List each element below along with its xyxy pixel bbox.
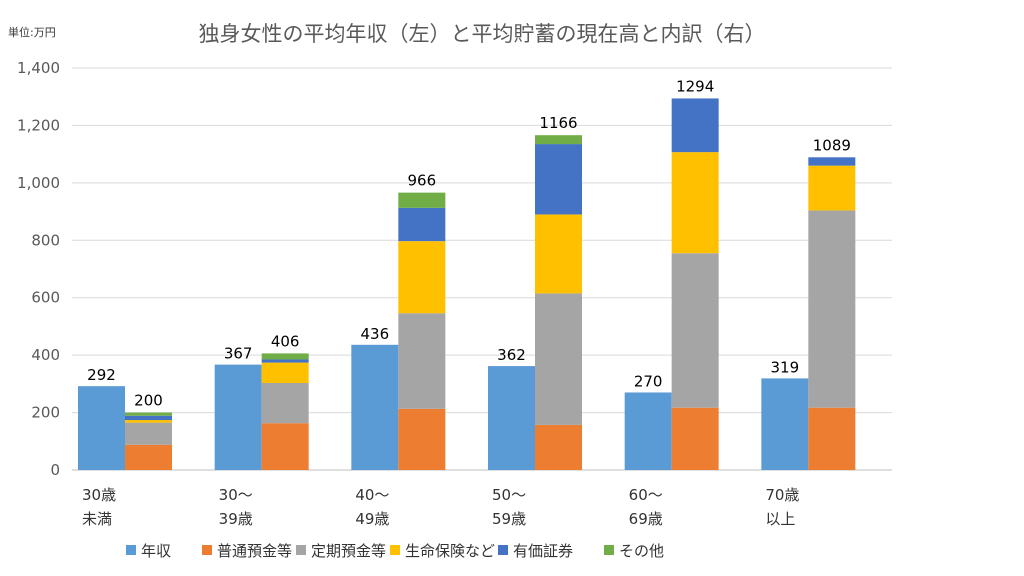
savings-segment <box>398 207 446 242</box>
x-tick-label: 未満 <box>82 510 112 528</box>
legend-swatch <box>296 545 306 555</box>
y-axis-ticks: 0 200 400 600 800 1,000 1,200 1,400 <box>17 59 60 479</box>
savings-segment <box>261 423 309 470</box>
savings-segment <box>808 210 856 408</box>
savings-segment <box>261 382 309 424</box>
x-tick-label: 69歳 <box>629 510 663 528</box>
savings-total-label: 1089 <box>813 136 851 154</box>
legend-swatch <box>126 545 136 555</box>
savings-total-label: 406 <box>271 332 300 350</box>
x-tick-label: 60～ <box>629 486 663 504</box>
unit-label: 単位:万円 <box>8 25 56 39</box>
income-bar <box>78 386 125 470</box>
savings-segment <box>535 144 582 215</box>
income-bar <box>761 378 809 470</box>
y-tick-label: 800 <box>31 231 60 249</box>
savings-total-label: 1166 <box>539 114 577 132</box>
y-tick-label: 1,200 <box>17 116 60 134</box>
x-tick-label: 59歳 <box>492 510 526 528</box>
legend-label: 定期預金等 <box>311 542 386 560</box>
income-bar <box>214 364 262 470</box>
y-tick-label: 1,400 <box>17 59 60 77</box>
income-bar <box>624 392 672 470</box>
chart-title: 独身女性の平均年収（左）と平均貯蓄の現在高と内訳（右） <box>199 22 766 46</box>
y-tick-label: 1,000 <box>17 174 60 192</box>
savings-segment <box>808 407 856 470</box>
income-bar <box>488 366 535 470</box>
savings-total-label: 966 <box>408 172 437 190</box>
savings-segment <box>535 424 582 470</box>
savings-segment <box>535 135 582 145</box>
x-tick-label: 70歳 <box>765 486 799 504</box>
income-data-label: 362 <box>497 346 526 364</box>
legend-swatch <box>498 545 508 555</box>
savings-segment <box>125 412 172 416</box>
legend-swatch <box>604 545 614 555</box>
income-data-label: 319 <box>771 358 800 376</box>
savings-segment <box>125 422 172 445</box>
data-labels: 292 200 367 406 436 966 362 1166 270 1294 319 1089 <box>87 77 851 409</box>
income-data-label: 436 <box>361 325 390 343</box>
income-data-label: 292 <box>87 366 116 384</box>
savings-segment <box>671 407 719 470</box>
legend-label: 普通預金等 <box>217 542 292 560</box>
legend-swatch <box>390 545 400 555</box>
savings-total-label: 200 <box>134 392 163 410</box>
x-tick-label: 30歳 <box>82 486 116 504</box>
savings-segment <box>125 444 172 470</box>
income-data-label: 367 <box>224 345 253 363</box>
legend-label: その他 <box>619 542 664 560</box>
x-tick-label: 以上 <box>765 510 795 528</box>
y-tick-label: 600 <box>31 289 60 307</box>
savings-segment <box>808 157 856 166</box>
legend-label: 有価証券 <box>513 542 573 560</box>
bars <box>78 98 856 470</box>
savings-segment <box>808 165 856 211</box>
y-tick-label: 0 <box>50 461 60 479</box>
x-tick-label: 39歳 <box>219 510 253 528</box>
savings-segment <box>125 415 172 421</box>
legend-label: 年収 <box>141 542 171 560</box>
income-bar <box>351 344 399 470</box>
x-tick-label: 50～ <box>492 486 526 504</box>
savings-segment <box>535 293 582 425</box>
gridlines <box>72 67 892 471</box>
x-tick-label: 40～ <box>355 486 389 504</box>
savings-segment <box>671 152 719 254</box>
savings-segment <box>261 362 309 383</box>
x-tick-label: 49歳 <box>355 510 389 528</box>
savings-segment <box>671 98 719 153</box>
x-tick-label: 30～ <box>219 486 253 504</box>
savings-segment <box>398 241 446 314</box>
savings-total-label: 1294 <box>676 77 714 95</box>
income-data-label: 270 <box>634 372 663 390</box>
savings-segment <box>398 313 446 409</box>
legend-swatch <box>202 545 212 555</box>
legend-label: 生命保険など <box>405 542 495 560</box>
savings-segment <box>261 359 309 363</box>
legend: 年収 普通預金等 定期預金等 生命保険など 有価証券 その他 <box>126 542 664 560</box>
savings-segment <box>671 253 719 408</box>
y-tick-label: 200 <box>31 404 60 422</box>
savings-segment <box>535 214 582 294</box>
savings-segment <box>261 353 309 360</box>
y-tick-label: 400 <box>31 346 60 364</box>
savings-segment <box>398 192 446 208</box>
savings-segment <box>398 408 446 470</box>
savings-segment <box>125 420 172 423</box>
